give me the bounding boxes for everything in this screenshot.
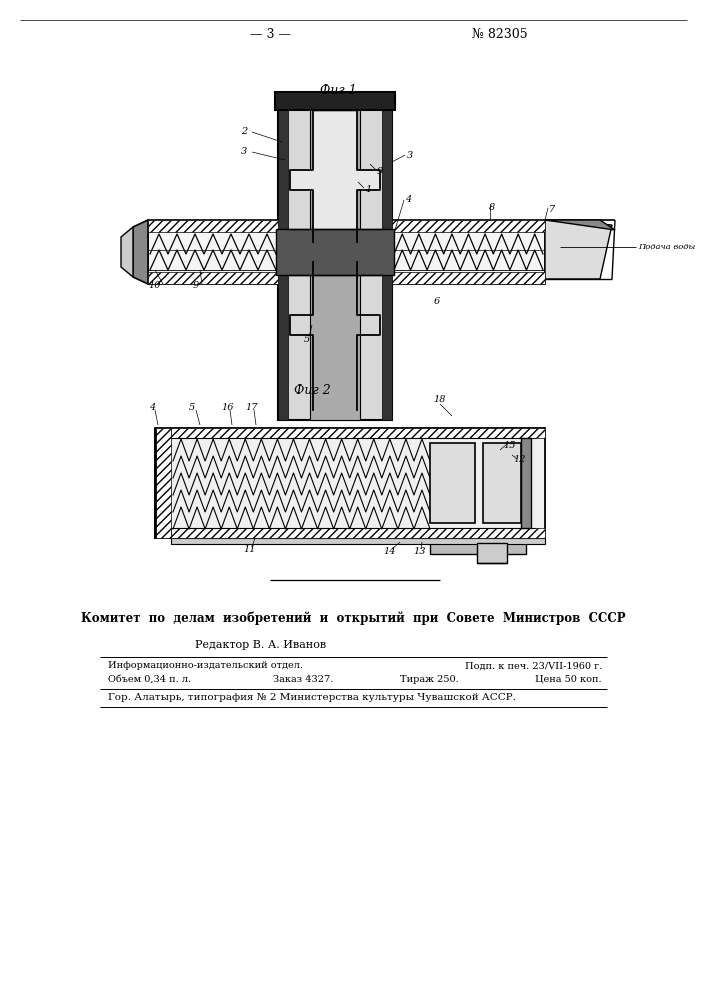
Text: 4: 4 (149, 402, 155, 412)
Bar (477, 543, 507, 563)
Text: 16: 16 (222, 402, 234, 412)
Polygon shape (121, 227, 133, 277)
Bar (392, 220, 545, 284)
Text: 8: 8 (489, 202, 495, 212)
Bar (278, 102, 288, 420)
Polygon shape (133, 220, 148, 284)
Text: 14: 14 (384, 548, 396, 556)
Text: Подп. к печ. 23/VII-1960 г.: Подп. к печ. 23/VII-1960 г. (464, 662, 602, 670)
Bar (392, 272, 545, 284)
Bar (521, 438, 531, 528)
Bar (155, 428, 545, 538)
Text: — 3 —: — 3 — (250, 27, 291, 40)
Text: Цена 50 коп.: Цена 50 коп. (535, 674, 602, 684)
Bar (276, 229, 394, 275)
Text: 18: 18 (434, 395, 446, 404)
Text: № 82305: № 82305 (472, 27, 528, 40)
Bar (155, 428, 171, 538)
Bar (148, 220, 278, 284)
Bar (382, 102, 392, 420)
Polygon shape (545, 220, 612, 279)
Polygon shape (545, 220, 615, 230)
Bar (310, 102, 360, 420)
Bar (392, 220, 545, 232)
Text: 3: 3 (241, 147, 247, 156)
Text: 9: 9 (377, 167, 383, 176)
Text: Фиг 1: Фиг 1 (320, 84, 356, 97)
Polygon shape (290, 112, 380, 242)
Text: Комитет  по  делам  изобретений  и  открытий  при  Совете  Министров  СССР: Комитет по делам изобретений и открытий … (81, 611, 625, 625)
Bar (430, 538, 526, 554)
Text: 10: 10 (148, 282, 161, 290)
Text: Редактор В. А. Иванов: Редактор В. А. Иванов (195, 640, 326, 650)
Text: 9: 9 (193, 282, 199, 290)
Text: Информационно-издательский отдел.: Информационно-издательский отдел. (108, 662, 303, 670)
Text: Фиг 2: Фиг 2 (293, 383, 330, 396)
Bar (171, 528, 545, 538)
Text: 5: 5 (189, 402, 195, 412)
Bar (148, 220, 278, 232)
Text: Тираж 250.: Тираж 250. (400, 674, 459, 684)
Text: Объем 0,34 п. л.: Объем 0,34 п. л. (108, 674, 191, 684)
Text: 5: 5 (304, 336, 310, 344)
Text: 13: 13 (414, 548, 426, 556)
Text: 6: 6 (434, 298, 440, 306)
Text: 11: 11 (244, 546, 256, 554)
Bar (483, 443, 521, 523)
Text: 1: 1 (365, 186, 371, 194)
Bar (148, 272, 278, 284)
Text: 4: 4 (405, 196, 411, 205)
Text: 2: 2 (241, 127, 247, 136)
Text: 7: 7 (549, 206, 555, 215)
Text: Гор. Алатырь, типография № 2 Министерства культуры Чувашской АССР.: Гор. Алатырь, типография № 2 Министерств… (108, 694, 516, 702)
Text: Заказ 4327.: Заказ 4327. (273, 674, 334, 684)
Text: 12: 12 (514, 456, 526, 464)
Bar (171, 428, 545, 438)
Text: Подача воды: Подача воды (638, 243, 696, 251)
Text: 17: 17 (246, 402, 258, 412)
Bar (171, 538, 545, 544)
Bar (278, 102, 392, 420)
Bar (275, 92, 395, 110)
Text: 15: 15 (504, 440, 516, 450)
Text: 3: 3 (407, 150, 413, 159)
Bar (430, 443, 475, 523)
